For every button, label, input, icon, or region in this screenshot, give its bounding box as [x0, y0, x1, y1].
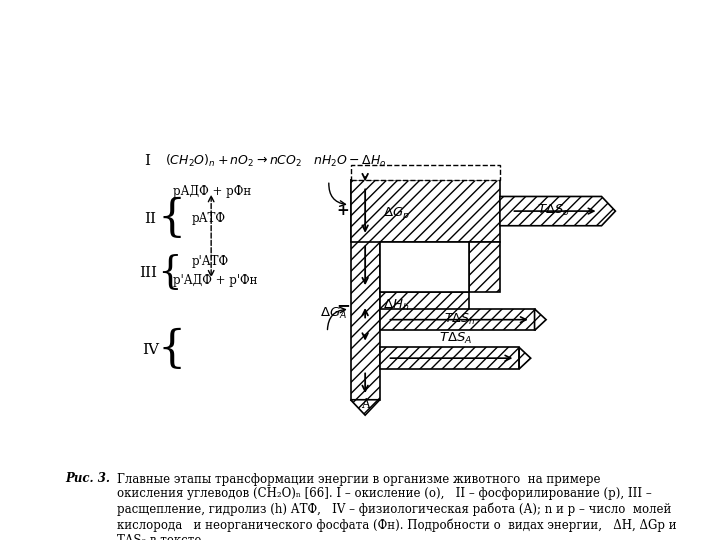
Text: $T\Delta S_o$: $T\Delta S_o$	[537, 203, 570, 218]
Text: р'АДФ + р'Фн: р'АДФ + р'Фн	[173, 274, 257, 287]
Bar	[351, 180, 500, 242]
Text: $T\Delta S_h$: $T\Delta S_h$	[444, 312, 474, 327]
Text: {: {	[157, 254, 182, 291]
Text: A: A	[361, 398, 369, 411]
Text: рАДФ + рФн: рАДФ + рФн	[173, 185, 251, 198]
Polygon shape	[534, 309, 546, 330]
Bar	[379, 292, 469, 319]
Text: р'АТФ: р'АТФ	[192, 255, 229, 268]
Text: {: {	[157, 197, 186, 240]
Bar	[351, 165, 500, 180]
Polygon shape	[519, 347, 531, 369]
Bar	[379, 347, 519, 369]
Text: I: I	[144, 154, 150, 168]
Text: −: −	[336, 297, 350, 314]
Text: рАТФ: рАТФ	[192, 212, 226, 225]
Text: $\Delta G_p$: $\Delta G_p$	[383, 205, 410, 222]
Text: $\Delta G_A$: $\Delta G_A$	[320, 306, 346, 321]
Text: III: III	[140, 266, 158, 280]
Text: Главные этапы трансформации энергии в организме животного  на примере
окисления : Главные этапы трансформации энергии в ор…	[117, 472, 676, 540]
Text: II: II	[144, 212, 156, 226]
Text: IV: IV	[142, 343, 159, 357]
Polygon shape	[351, 400, 379, 415]
Polygon shape	[500, 197, 616, 226]
Text: $\Delta H_h$: $\Delta H_h$	[383, 298, 409, 313]
Text: $T\Delta S_A$: $T\Delta S_A$	[438, 330, 472, 346]
Text: Рис. 3.: Рис. 3.	[65, 472, 109, 485]
Bar	[379, 242, 469, 292]
Text: {: {	[157, 328, 186, 372]
Bar	[351, 180, 379, 400]
Text: +: +	[336, 204, 349, 218]
Bar	[469, 242, 500, 292]
Text: $(CH_2O)_n + nO_2 \rightarrow nCO_2$   $nH_2O - \Delta H_o$: $(CH_2O)_n + nO_2 \rightarrow nCO_2$ $nH…	[165, 153, 387, 169]
Bar	[379, 309, 534, 330]
